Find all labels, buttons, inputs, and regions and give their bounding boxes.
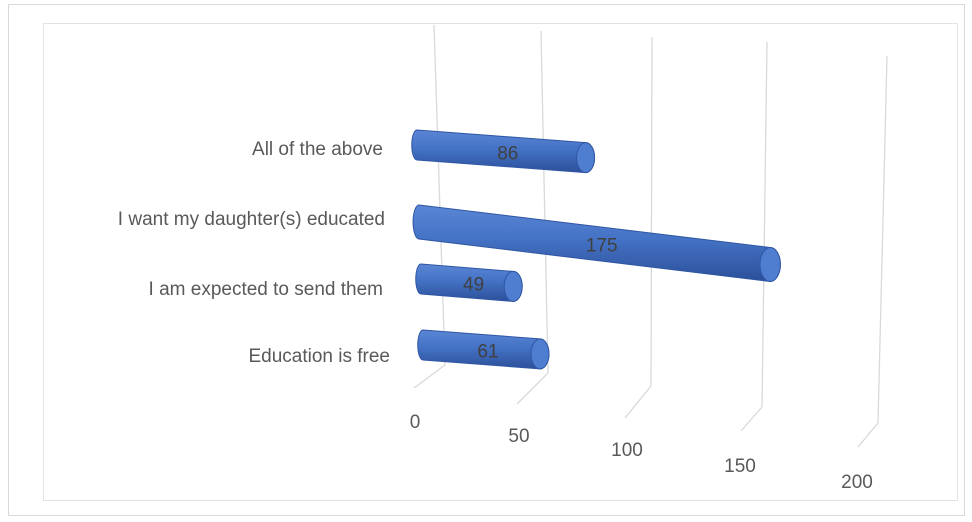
category-label-education-is-free: Education is free xyxy=(248,346,390,367)
data-label-education-is-free: 61 xyxy=(477,341,498,362)
bar-cap-education-is-free xyxy=(530,338,550,370)
gridline-200 xyxy=(877,55,888,424)
bar-cap-i-want-my-daughter-s-educated xyxy=(759,247,781,282)
gridlines xyxy=(413,24,888,448)
data-label-all-of-the-above: 86 xyxy=(497,143,518,164)
x-tick-50: 50 xyxy=(508,426,529,447)
plot-area xyxy=(43,23,958,501)
x-tick-200: 200 xyxy=(841,472,873,493)
floor-gridline-200 xyxy=(857,422,879,448)
gridline-150 xyxy=(761,41,768,408)
category-labels: Education is free I am expected to send t… xyxy=(118,139,390,367)
bar-cap-all-of-the-above xyxy=(576,142,596,174)
x-tick-100: 100 xyxy=(611,440,643,461)
category-label-i-am-expected-to-send-them: I am expected to send them xyxy=(149,279,383,300)
category-label-i-want-my-daughter-s-educated: I want my daughter(s) educated xyxy=(118,209,385,230)
data-label-i-want-my-daughter-s-educated: 175 xyxy=(586,235,618,256)
bar-cap-i-am-expected-to-send-them xyxy=(503,270,523,302)
floor-gridline-0 xyxy=(413,364,446,389)
x-tick-150: 150 xyxy=(724,456,756,477)
floor-gridline-50 xyxy=(516,372,549,405)
x-axis-ticks: 0 50 100 150 200 xyxy=(410,412,873,493)
gridline-0 xyxy=(433,24,446,366)
bars xyxy=(411,129,781,370)
floor-gridline-100 xyxy=(624,385,652,419)
data-label-i-am-expected-to-send-them: 49 xyxy=(463,275,484,296)
x-tick-0: 0 xyxy=(410,412,421,433)
category-label-all-of-the-above: All of the above xyxy=(252,139,383,160)
floor-gridline-150 xyxy=(740,406,763,432)
chart-frame xyxy=(8,4,965,516)
data-labels: 61 49 175 86 xyxy=(463,143,618,362)
gridline-100 xyxy=(650,36,653,387)
gridline-50 xyxy=(540,30,549,374)
